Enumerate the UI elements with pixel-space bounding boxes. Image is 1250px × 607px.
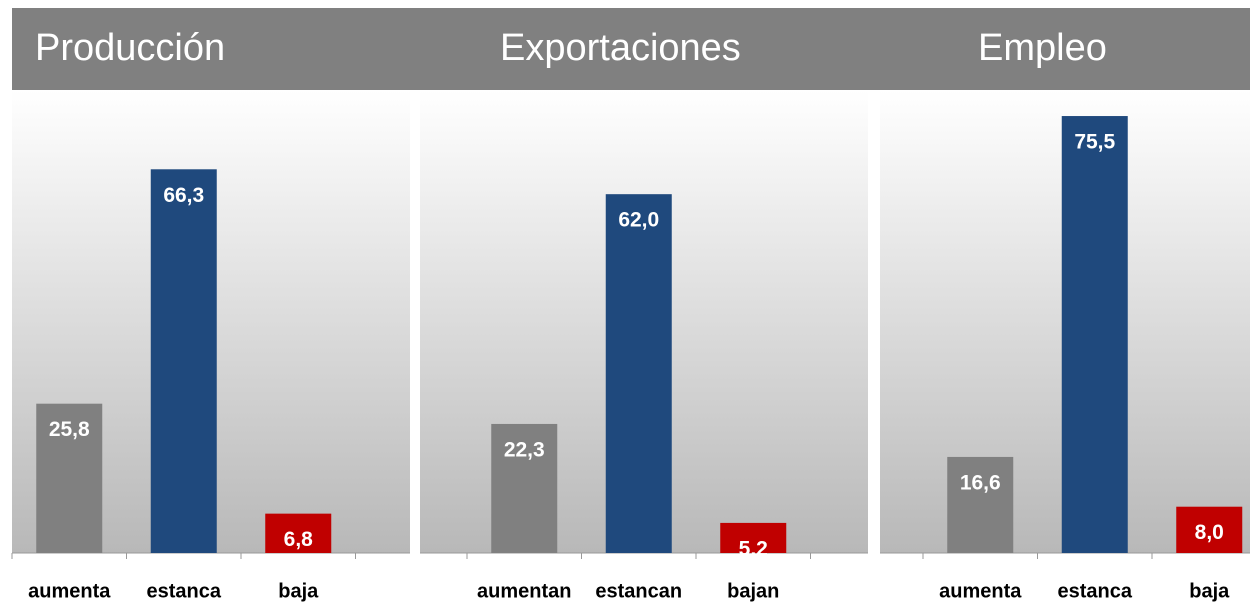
bar	[720, 522, 787, 553]
bar	[605, 194, 672, 554]
bar	[150, 169, 217, 553]
category-label: estanca	[147, 580, 222, 602]
value-label: 8,0	[1195, 521, 1224, 544]
chart-title: Empleo	[978, 27, 1107, 69]
value-label: 16,6	[960, 471, 1001, 494]
category-label: aumentan	[477, 580, 571, 602]
category-label: estanca	[1058, 580, 1133, 602]
value-label: 25,8	[49, 418, 90, 441]
category-label: baja	[278, 580, 319, 602]
category-label: estancan	[595, 580, 682, 602]
bar	[947, 456, 1014, 553]
category-label: aumenta	[939, 580, 1022, 602]
bar	[1176, 506, 1243, 553]
bar	[36, 403, 103, 553]
value-label: 66,3	[163, 184, 204, 207]
category-label: aumenta	[28, 580, 111, 602]
value-label: 75,5	[1074, 131, 1115, 154]
value-label: 22,3	[504, 438, 545, 461]
category-label: baja	[1189, 580, 1230, 602]
category-label: bajan	[727, 580, 779, 602]
value-label: 5,2	[739, 537, 768, 560]
bar	[491, 423, 558, 553]
bar	[265, 513, 332, 553]
header-band	[12, 8, 1250, 90]
value-label: 62,0	[618, 209, 659, 232]
chart-title: Producción	[35, 27, 225, 69]
chart-title: Exportaciones	[500, 27, 741, 69]
value-label: 6,8	[284, 528, 314, 551]
bar	[1061, 116, 1128, 553]
